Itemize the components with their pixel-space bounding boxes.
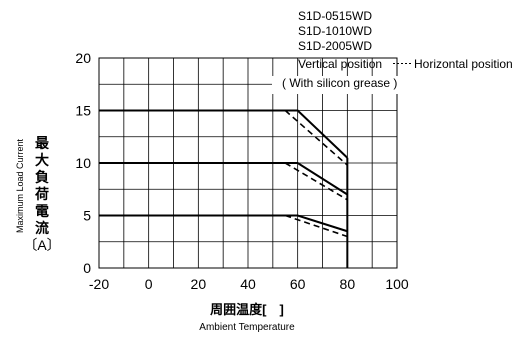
series-line-4-dashed (284, 162, 348, 201)
legend-note: ( With silicon grease ) (282, 76, 397, 90)
y-tick-label: 0 (83, 260, 91, 276)
series-line-5-solid (99, 214, 348, 233)
legend-model-2: S1D-1010WD (298, 24, 372, 38)
series-line-2-dashed (284, 109, 348, 166)
y-axis-unit: 〔A〕 (23, 237, 60, 253)
y-tick-label: 20 (75, 50, 91, 66)
x-tick-label: 0 (145, 276, 153, 292)
y-tick-label: 10 (75, 155, 91, 171)
legend-vertical-label: Vertical position (298, 57, 382, 71)
series-line-3-solid (99, 162, 348, 196)
x-axis-label-en: Ambient Temperature (199, 322, 295, 333)
x-tick-label: 20 (191, 276, 207, 292)
series-line-6-dashed (284, 214, 348, 238)
x-tick-label: 60 (290, 276, 306, 292)
y-tick-labels: 0 5 10 15 20 (75, 50, 91, 276)
y-tick-label: 15 (75, 103, 91, 119)
y-axis-char-6: 流 (35, 220, 49, 236)
y-axis-char-2: 大 (35, 152, 49, 168)
y-axis-char-5: 電 (35, 203, 49, 219)
x-tick-labels: -20 0 20 40 60 80 100 (89, 276, 409, 292)
legend-horizontal-label: Horizontal position (414, 57, 513, 71)
x-tick-label: 40 (240, 276, 256, 292)
series-line-1-solid (99, 109, 349, 159)
x-axis-label-jp: 周囲温度[ ] (210, 302, 284, 317)
y-axis-char-3: 負 (35, 169, 49, 185)
x-tick-label: 80 (340, 276, 356, 292)
series-group (99, 109, 349, 268)
y-axis-label-en: Maximum Load Current (15, 138, 25, 233)
y-tick-label: 5 (83, 208, 91, 224)
x-tick-label: 100 (385, 276, 409, 292)
legend-backdrop (272, 76, 407, 94)
legend-model-3: S1D-2005WD (298, 39, 372, 53)
legend-model-1: S1D-0515WD (298, 9, 372, 23)
y-axis-char-4: 荷 (34, 186, 49, 202)
y-axis-char-1: 最 (35, 135, 50, 151)
x-tick-label: -20 (89, 276, 109, 292)
